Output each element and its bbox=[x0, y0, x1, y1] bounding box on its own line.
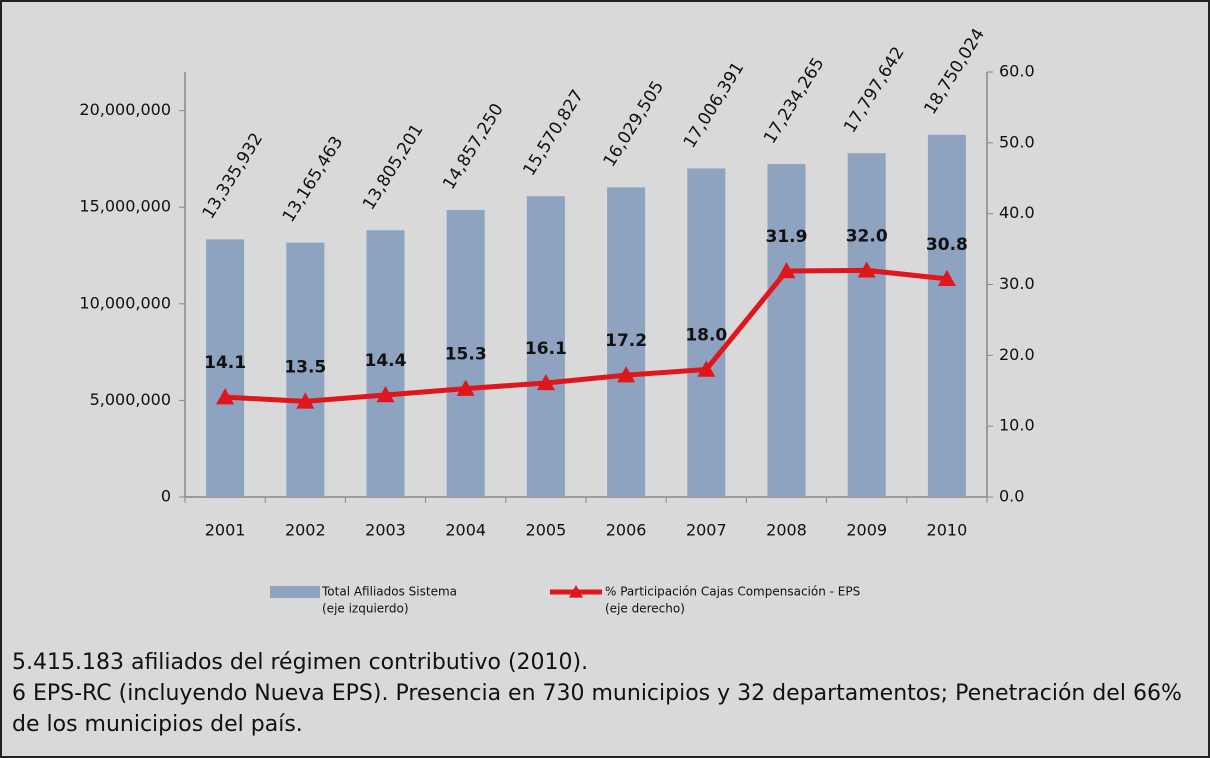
x-tick-label: 2005 bbox=[526, 521, 567, 540]
y2-tick-label: 60.0 bbox=[999, 62, 1035, 81]
x-tick-label: 2002 bbox=[285, 521, 326, 540]
note: 5.415.183 afiliados del régimen contribu… bbox=[12, 650, 589, 675]
bar bbox=[847, 153, 886, 497]
line-value-label: 14.1 bbox=[204, 353, 246, 373]
bar-value-label: 13,805,201 bbox=[359, 120, 428, 213]
x-tick-label: 2003 bbox=[365, 521, 406, 540]
bar-value-label: 14,857,250 bbox=[439, 100, 508, 193]
y2-tick-label: 30.0 bbox=[999, 274, 1035, 293]
line-value-label: 15.3 bbox=[445, 345, 487, 365]
note: 6 EPS-RC (incluyendo Nueva EPS). Presenc… bbox=[12, 681, 1182, 737]
bar bbox=[927, 134, 966, 497]
bar-value-label: 13,165,463 bbox=[279, 133, 348, 226]
legend-label: Total Afiliados Sistema bbox=[321, 585, 457, 599]
line-value-label: 16.1 bbox=[525, 339, 567, 359]
x-tick-label: 2008 bbox=[766, 521, 807, 540]
line-value-label: 18.0 bbox=[685, 326, 727, 346]
line-marker bbox=[216, 388, 235, 405]
x-tick-label: 2004 bbox=[445, 521, 486, 540]
line-marker bbox=[857, 261, 876, 278]
x-tick-label: 2006 bbox=[606, 521, 647, 540]
bar bbox=[286, 242, 325, 497]
y-tick-label: 10,000,000 bbox=[79, 293, 171, 312]
chart: 0 5,000,000 10,000,000 15,000,000 20,000,000… bbox=[79, 25, 1035, 616]
y-tick-label: 20,000,000 bbox=[79, 100, 171, 119]
y2-tick-label: 0.0 bbox=[999, 487, 1024, 506]
line-value-label: 32.0 bbox=[846, 226, 888, 246]
y2-tick-label: 50.0 bbox=[999, 132, 1035, 151]
y-tick-label: 5,000,000 bbox=[90, 390, 171, 409]
y2-tick-label: 40.0 bbox=[999, 203, 1035, 222]
bar-value-label: 13,335,932 bbox=[199, 130, 268, 223]
x-tick-label: 2009 bbox=[846, 521, 887, 540]
line-marker bbox=[617, 366, 636, 383]
y2-tick-label: 10.0 bbox=[999, 416, 1035, 435]
bar bbox=[607, 187, 646, 497]
x-tick-label: 2007 bbox=[686, 521, 727, 540]
bar bbox=[526, 196, 565, 497]
line-marker bbox=[937, 269, 956, 287]
bar bbox=[366, 230, 405, 497]
bar-value-label: 17,234,265 bbox=[760, 54, 829, 147]
y2-tick-label: 20.0 bbox=[999, 345, 1035, 364]
line-marker bbox=[376, 386, 395, 403]
line-marker bbox=[456, 379, 475, 396]
line-marker bbox=[697, 360, 716, 377]
line-marker bbox=[536, 373, 555, 391]
line-value-label: 14.4 bbox=[365, 351, 407, 371]
x-tick-label: 2010 bbox=[927, 521, 968, 540]
legend-swatch bbox=[270, 586, 320, 598]
notes: 5.415.183 afiliados del régimen contribu… bbox=[12, 647, 1192, 740]
legend-note: (eje derecho) bbox=[605, 602, 685, 616]
y-tick-label: 15,000,000 bbox=[79, 197, 171, 216]
bar-value-label: 17,006,391 bbox=[680, 59, 749, 152]
bar-value-label: 15,570,827 bbox=[519, 86, 588, 179]
line-value-label: 13.5 bbox=[284, 357, 326, 377]
bar-value-label: 16,029,505 bbox=[600, 77, 669, 170]
line-marker bbox=[777, 262, 796, 279]
legend-label: % Participación Cajas Compensación - EPS bbox=[605, 585, 860, 599]
bar bbox=[767, 164, 806, 497]
bar bbox=[206, 239, 245, 498]
bar bbox=[446, 209, 485, 498]
bar-value-label: 18,750,024 bbox=[920, 25, 989, 118]
bar bbox=[687, 168, 726, 497]
y-tick-label: 0 bbox=[161, 487, 171, 506]
legend-swatch bbox=[569, 585, 583, 598]
line bbox=[224, 267, 948, 404]
bar-value-label: 17,797,642 bbox=[840, 43, 909, 136]
line-value-label: 31.9 bbox=[766, 227, 808, 247]
line-value-label: 17.2 bbox=[605, 331, 647, 351]
x-tick-label: 2001 bbox=[205, 521, 246, 540]
legend-note: (eje izquierdo) bbox=[322, 602, 409, 616]
line-marker bbox=[296, 392, 315, 409]
line-value-label: 30.8 bbox=[926, 235, 968, 255]
